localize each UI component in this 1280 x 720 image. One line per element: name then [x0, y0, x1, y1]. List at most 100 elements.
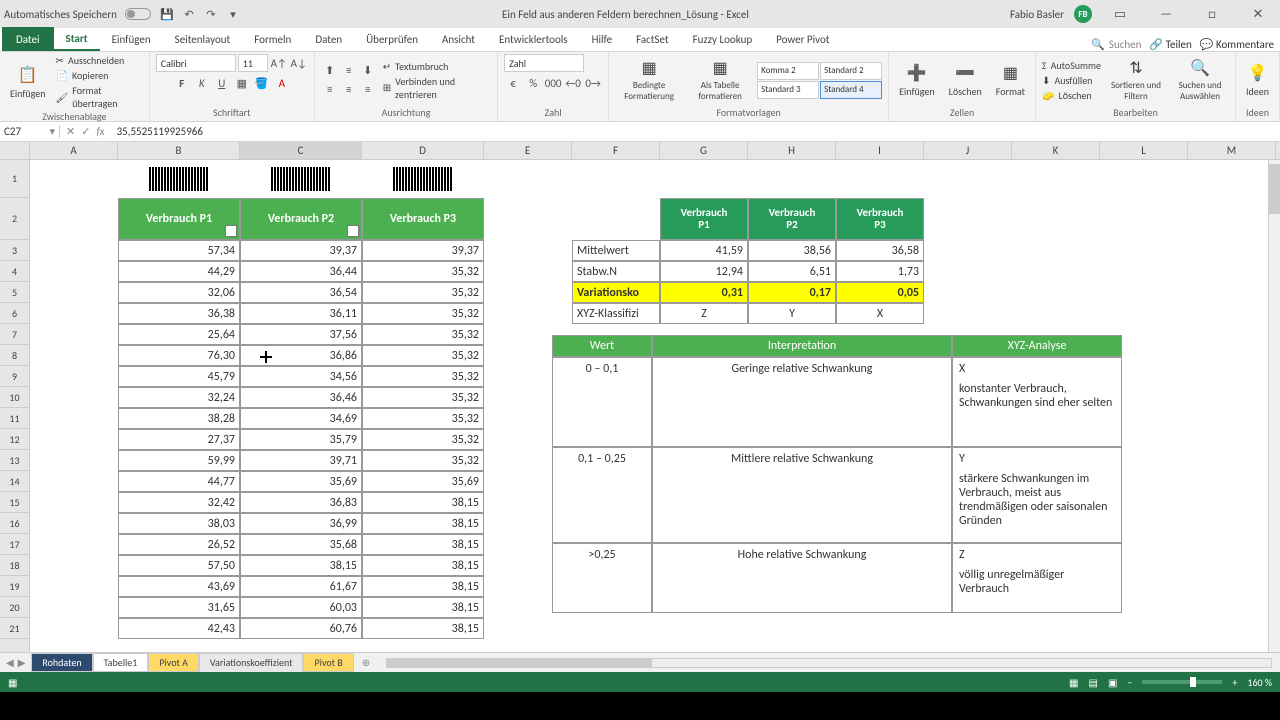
cell[interactable]: 61,67 [240, 576, 362, 597]
cell[interactable]: 38,03 [118, 513, 240, 534]
comma-icon[interactable]: 000 [544, 74, 562, 92]
cell[interactable]: 35,32 [362, 282, 484, 303]
row-header[interactable]: 17 [0, 534, 29, 555]
cell[interactable]: 60,76 [240, 618, 362, 639]
cell[interactable]: 44,29 [118, 261, 240, 282]
clear-button[interactable]: 🧽 Löschen [1042, 89, 1101, 102]
inc-decimal-icon[interactable]: ←0 [564, 74, 582, 92]
cell[interactable]: 27,37 [118, 429, 240, 450]
add-sheet-button[interactable]: ⊕ [354, 656, 378, 669]
cell[interactable]: 34,69 [240, 408, 362, 429]
cell[interactable]: 35,68 [240, 534, 362, 555]
column-header[interactable]: D [362, 142, 484, 159]
column-header[interactable]: I [836, 142, 924, 159]
cell[interactable]: 36,44 [240, 261, 362, 282]
row-header[interactable]: 16 [0, 513, 29, 534]
row-header[interactable]: 7 [0, 324, 29, 345]
paste-button[interactable]: 📋 Einfügen [6, 63, 50, 102]
row-header[interactable]: 4 [0, 261, 29, 282]
font-name-combo[interactable]: Calibri [156, 54, 236, 72]
cell[interactable]: 35,32 [362, 261, 484, 282]
increase-font-icon[interactable]: A↑ [270, 54, 288, 72]
zoom-slider[interactable] [1142, 680, 1222, 684]
ideas-button[interactable]: 💡Ideen [1242, 61, 1273, 100]
cell[interactable]: 32,24 [118, 387, 240, 408]
cell[interactable]: Z [660, 303, 748, 324]
cell[interactable]: 35,32 [362, 345, 484, 366]
format-cells-button[interactable]: ▦Format [992, 61, 1029, 100]
view-normal-icon[interactable]: ▦ [1069, 676, 1078, 689]
column-header[interactable]: C [240, 142, 362, 159]
formula-input[interactable]: 35,5525119925966 [111, 125, 1280, 138]
table-header[interactable]: Verbrauch P3 [362, 198, 484, 240]
name-box[interactable]: C27▾ [0, 125, 60, 138]
comments-button[interactable]: 💬 Kommentare [1200, 38, 1274, 51]
ribbon-tab[interactable]: Einfügen [100, 27, 163, 51]
cell[interactable]: 57,34 [118, 240, 240, 261]
table-header[interactable]: Verbrauch P1▾ [118, 198, 240, 240]
cell[interactable]: 43,69 [118, 576, 240, 597]
cell[interactable]: Y [748, 303, 836, 324]
column-header[interactable]: F [572, 142, 660, 159]
cell[interactable]: 38,15 [362, 576, 484, 597]
row-header[interactable]: 14 [0, 471, 29, 492]
search-box[interactable]: 🔍 Suchen [1091, 38, 1141, 51]
align-middle-icon[interactable]: ≡ [340, 62, 358, 80]
cell[interactable]: X [836, 303, 924, 324]
cell[interactable]: 41,59 [660, 240, 748, 261]
sheet-tab[interactable]: Variationskoeffizient [199, 653, 304, 672]
cell[interactable]: 35,79 [240, 429, 362, 450]
zoom-out-button[interactable]: − [1127, 676, 1132, 689]
ribbon-tab[interactable]: Daten [303, 27, 354, 51]
copy-button[interactable]: 📄 Kopieren [56, 69, 143, 82]
cell[interactable]: 36,99 [240, 513, 362, 534]
autosum-button[interactable]: Σ AutoSumme [1042, 59, 1101, 72]
style-item[interactable]: Standard 4 [820, 81, 882, 99]
cell[interactable]: 26,52 [118, 534, 240, 555]
conditional-format-button[interactable]: ▦Bedingte Formatierung [615, 56, 683, 104]
format-as-table-button[interactable]: ▦Als Tabelle formatieren [689, 56, 751, 104]
ribbon-tab[interactable]: Seitenlayout [163, 27, 243, 51]
sheet-tab[interactable]: Pivot B [303, 653, 353, 672]
cell[interactable]: 35,32 [362, 303, 484, 324]
cell[interactable]: 45,79 [118, 366, 240, 387]
zoom-in-button[interactable]: + [1232, 676, 1237, 689]
cell[interactable]: 36,54 [240, 282, 362, 303]
ribbon-tab[interactable]: Überprüfen [354, 27, 430, 51]
row-header[interactable]: 10 [0, 387, 29, 408]
column-header[interactable]: M [1188, 142, 1276, 159]
zoom-level[interactable]: 160 % [1247, 676, 1272, 689]
column-header[interactable]: L [1100, 142, 1188, 159]
align-right-icon[interactable]: ≡ [359, 81, 377, 99]
ribbon-tab[interactable]: Formeln [242, 27, 303, 51]
ribbon-tab[interactable]: Power Pivot [764, 27, 841, 51]
bold-button[interactable]: F [173, 74, 191, 92]
cancel-formula-icon[interactable]: ✕ [66, 125, 75, 138]
sheet-tab[interactable]: Rohdaten [31, 653, 92, 672]
cell[interactable]: 35,69 [240, 471, 362, 492]
cell[interactable]: 36,46 [240, 387, 362, 408]
accept-formula-icon[interactable]: ✓ [81, 125, 90, 138]
row-header[interactable]: 1 [0, 160, 29, 198]
cell[interactable]: 6,51 [748, 261, 836, 282]
column-header[interactable]: K [1012, 142, 1100, 159]
cell[interactable]: 32,42 [118, 492, 240, 513]
cell[interactable]: 38,15 [362, 555, 484, 576]
border-button[interactable]: ▦ [233, 74, 251, 92]
cell[interactable]: 39,71 [240, 450, 362, 471]
undo-icon[interactable]: ↶ [181, 6, 197, 22]
ribbon-tab[interactable]: Start [54, 27, 100, 51]
percent-icon[interactable]: % [524, 74, 542, 92]
row-header[interactable]: 11 [0, 408, 29, 429]
ribbon-tab[interactable]: FactSet [624, 27, 681, 51]
cell[interactable]: 38,15 [362, 513, 484, 534]
row-header[interactable]: 13 [0, 450, 29, 471]
close-icon[interactable]: ✕ [1240, 0, 1276, 28]
fx-icon[interactable]: fx [96, 125, 104, 138]
cell[interactable]: Stabw.N [572, 261, 660, 282]
cell[interactable]: 59,99 [118, 450, 240, 471]
cell[interactable]: 38,56 [748, 240, 836, 261]
row-header[interactable]: 12 [0, 429, 29, 450]
font-size-combo[interactable]: 11 [238, 54, 268, 72]
cell[interactable]: 60,03 [240, 597, 362, 618]
